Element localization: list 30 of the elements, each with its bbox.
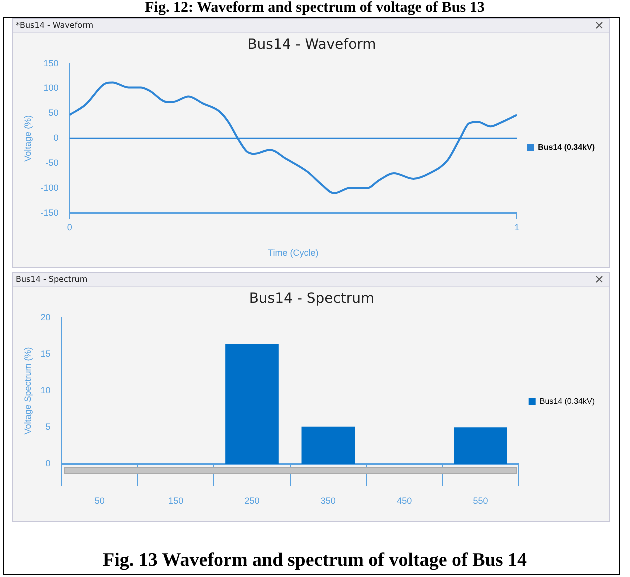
y-tick-label: 50: [48, 108, 59, 118]
y-tick-label: 10: [40, 385, 51, 396]
y-axis-title: Voltage (%): [22, 115, 33, 162]
caption: Fig. 12: Waveform and spectrum of voltage of Bus 13: [144, 0, 486, 17]
x-tick-label: 550: [473, 496, 488, 506]
x-tick-label: 350: [320, 496, 336, 506]
y-axis-title: Voltage Spectrum (%): [22, 347, 33, 435]
legend-label: Bus14 (0.34kV): [540, 397, 596, 406]
text: *Bus14 - Waveform: [13, 19, 609, 33]
chart-title: Bus14 - Spectrum: [249, 291, 375, 308]
text: Bus14 - Spectrum: [13, 273, 609, 287]
y-tick-label: 150: [44, 58, 59, 68]
y-tick-label: -100: [40, 182, 59, 193]
y-tick-label: 15: [40, 348, 51, 359]
y-tick-label: -50: [46, 158, 59, 168]
y-tick-label: -150: [40, 208, 59, 218]
x-tick-label: 1: [514, 222, 520, 232]
legend-label: Bus14 (0.34kV): [538, 143, 596, 152]
x-axis-title: Time (Cycle): [268, 248, 319, 258]
chart-title: Bus14 - Waveform: [248, 37, 376, 54]
y-tick-label: 20: [40, 312, 51, 322]
y-tick-label: 0: [54, 133, 59, 144]
x-tick-label: 250: [244, 496, 260, 506]
x-tick-label: 450: [397, 496, 412, 506]
y-tick-label: 5: [46, 422, 51, 432]
y-tick-label: 0: [46, 458, 51, 469]
x-tick-label: 150: [168, 496, 184, 506]
caption: Fig. 13 Waveform and spectrum of voltage of Bus 14: [102, 550, 528, 572]
y-tick-label: 100: [44, 83, 59, 94]
x-tick-label: 50: [94, 496, 105, 506]
